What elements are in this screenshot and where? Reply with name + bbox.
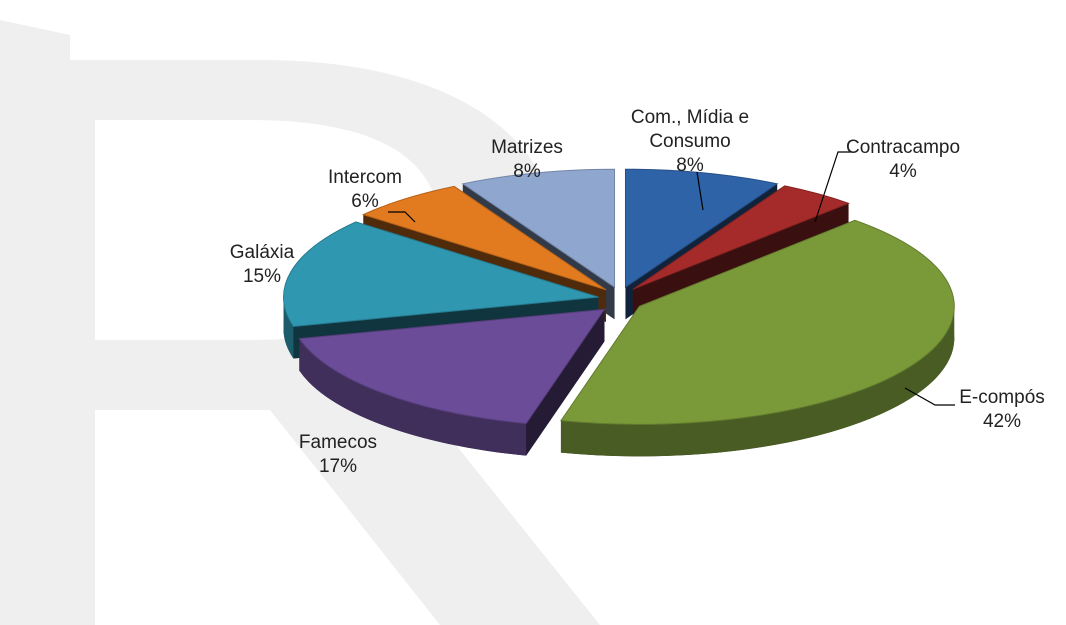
slice-label: Intercom 6%: [305, 166, 425, 214]
slice-label: Com., Mídia e Consumo 8%: [615, 106, 765, 178]
slice-label: Matrizes 8%: [467, 136, 587, 184]
slice-label: Contracampo 4%: [813, 136, 993, 184]
slice: [632, 185, 850, 290]
slice-value: 4%: [889, 161, 917, 182]
slice-value: 6%: [351, 191, 379, 212]
slice-rim: [299, 338, 527, 456]
slice-name: Famecos: [298, 432, 378, 453]
slice-value: 15%: [242, 266, 282, 287]
slice-value: 8%: [513, 161, 541, 182]
slice-value: 17%: [318, 456, 358, 477]
slice-name: Intercom: [328, 167, 402, 188]
slice-label: Galáxia 15%: [202, 241, 322, 289]
slice-name: Com., Mídia e Consumo: [630, 107, 750, 152]
slice-label: E-compós 42%: [942, 386, 1062, 434]
slice: [361, 185, 607, 291]
pie: [283, 168, 955, 457]
slice-label: Famecos 17%: [268, 431, 408, 479]
slice-rim: [560, 306, 955, 457]
leader-lines: [388, 151, 955, 406]
slice: [298, 308, 606, 425]
slice: [461, 168, 616, 289]
slice: [560, 219, 955, 425]
slice-name: Contracampo: [845, 137, 961, 158]
slice-value: 42%: [982, 411, 1022, 432]
slice-name: Galáxia: [229, 242, 295, 263]
slice-name: E-compós: [959, 387, 1045, 408]
slice-name: Matrizes: [491, 137, 563, 158]
slice: [283, 221, 599, 327]
slice-value: 8%: [676, 155, 704, 176]
slice-wall: [526, 309, 605, 456]
slice: [624, 168, 779, 289]
